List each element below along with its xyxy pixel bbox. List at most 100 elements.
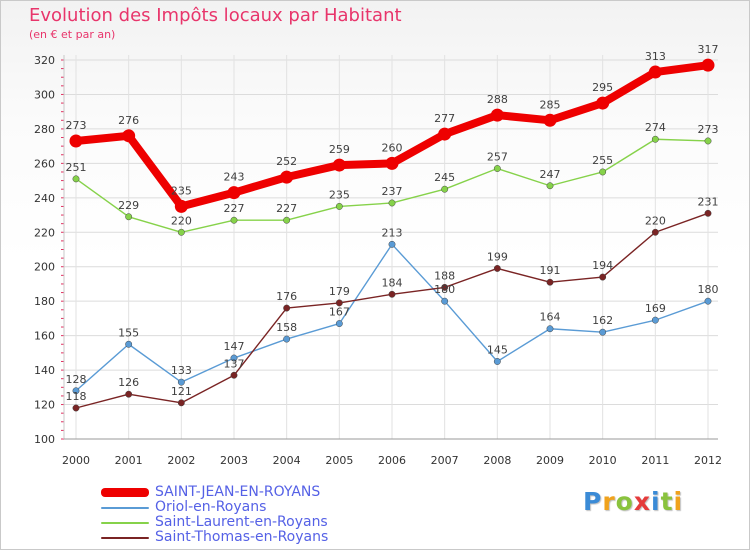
data-point [704, 297, 712, 305]
x-tick-label: 2002 [167, 454, 195, 467]
x-tick-label: 2010 [589, 454, 617, 467]
data-label: 251 [66, 161, 87, 174]
y-tick-label: 220 [34, 226, 55, 239]
data-point [388, 199, 396, 207]
data-point [69, 134, 83, 148]
data-label: 231 [698, 195, 719, 208]
data-point [122, 129, 136, 143]
legend-item: Oriol-en-Royans [101, 499, 401, 515]
logo-letter: x [633, 487, 651, 516]
data-point [596, 96, 610, 110]
data-label: 259 [329, 143, 350, 156]
legend-swatch [101, 536, 149, 539]
y-axis-ticks: 100 120 140 160 180 200 220 240 260 280 300 320 [34, 54, 55, 446]
data-point [177, 399, 185, 407]
data-point [599, 328, 607, 336]
data-point [283, 304, 291, 312]
data-label: 145 [487, 343, 508, 356]
data-point [388, 240, 396, 248]
axes [61, 55, 718, 440]
y-tick-label: 260 [34, 157, 55, 170]
legend-swatch [101, 521, 149, 524]
y-tick-label: 240 [34, 192, 55, 205]
data-label: 147 [224, 340, 245, 353]
data-label: 126 [118, 376, 139, 389]
data-label: 235 [171, 184, 192, 197]
legend-item: SAINT-JEAN-EN-ROYANS [101, 484, 401, 500]
data-point [438, 127, 452, 141]
y-tick-label: 180 [34, 295, 55, 308]
data-point [72, 404, 80, 412]
data-label: 288 [487, 93, 508, 106]
data-point [651, 135, 659, 143]
data-point [704, 137, 712, 145]
data-point [441, 297, 449, 305]
data-label: 118 [66, 390, 87, 403]
data-label: 155 [118, 326, 139, 339]
data-point [72, 387, 80, 395]
legend-label: SAINT-JEAN-EN-ROYANS [155, 484, 321, 500]
data-point [546, 278, 554, 286]
data-point [651, 228, 659, 236]
logo-letter: i [673, 487, 684, 516]
data-label: 227 [276, 202, 297, 215]
data-point [493, 165, 501, 172]
chart-subtitle: (en € et par an) [29, 28, 116, 41]
data-point [335, 299, 343, 307]
data-point [385, 156, 399, 170]
data-point [441, 283, 449, 291]
data-label: 128 [66, 373, 87, 386]
data-point [490, 108, 504, 122]
data-point [493, 265, 501, 272]
data-point [280, 170, 294, 184]
legend: SAINT-JEAN-EN-ROYANS Oriol-en-Royans Saint… [101, 484, 401, 545]
data-label: 199 [487, 250, 508, 263]
data-label: 158 [276, 321, 297, 334]
x-tick-label: 2005 [325, 454, 353, 467]
data-label: 255 [592, 154, 613, 167]
x-tick-label: 2001 [115, 454, 143, 467]
data-label: 179 [329, 285, 350, 298]
data-point [493, 358, 501, 365]
data-label: 167 [329, 306, 350, 319]
logo-letter: P [583, 487, 603, 516]
data-label: 227 [224, 202, 245, 215]
data-label: 243 [224, 171, 245, 184]
data-label: 313 [645, 50, 666, 63]
data-label: 133 [171, 364, 192, 377]
legend-item: Saint-Thomas-en-Royans [101, 529, 401, 545]
legend-label: Saint-Thomas-en-Royans [155, 529, 329, 545]
data-label: 317 [698, 43, 719, 56]
x-axis-ticks: 2000 2001 2002 2003 2004 2005 2006 2007 2008 2009… [62, 454, 722, 467]
data-point [283, 335, 291, 343]
data-label: 180 [434, 283, 455, 296]
data-point [230, 216, 238, 224]
data-label: 180 [698, 283, 719, 296]
y-tick-label: 100 [34, 433, 55, 446]
data-label: 237 [382, 185, 403, 198]
x-tick-label: 2009 [536, 454, 564, 467]
data-point [174, 199, 188, 213]
x-tick-label: 2008 [483, 454, 511, 467]
x-tick-label: 2003 [220, 454, 248, 467]
data-label: 277 [434, 112, 455, 125]
data-label: 260 [382, 141, 403, 154]
data-point [651, 316, 659, 324]
data-point [648, 65, 662, 79]
data-point [125, 390, 133, 398]
data-label: 295 [592, 81, 613, 94]
data-point [72, 175, 80, 183]
proxiti-logo: Proxiti [583, 487, 683, 516]
data-point [125, 340, 133, 348]
data-point [230, 371, 238, 379]
data-label: 220 [171, 214, 192, 227]
data-label: 184 [382, 276, 403, 289]
chart-title: Evolution des Impôts locaux par Habitant [29, 5, 402, 26]
data-label: 194 [592, 259, 613, 272]
data-label: 169 [645, 302, 666, 315]
data-point [332, 158, 346, 172]
logo-letter: o [615, 487, 634, 516]
logo-letter: t [660, 487, 674, 516]
data-point [230, 354, 238, 362]
